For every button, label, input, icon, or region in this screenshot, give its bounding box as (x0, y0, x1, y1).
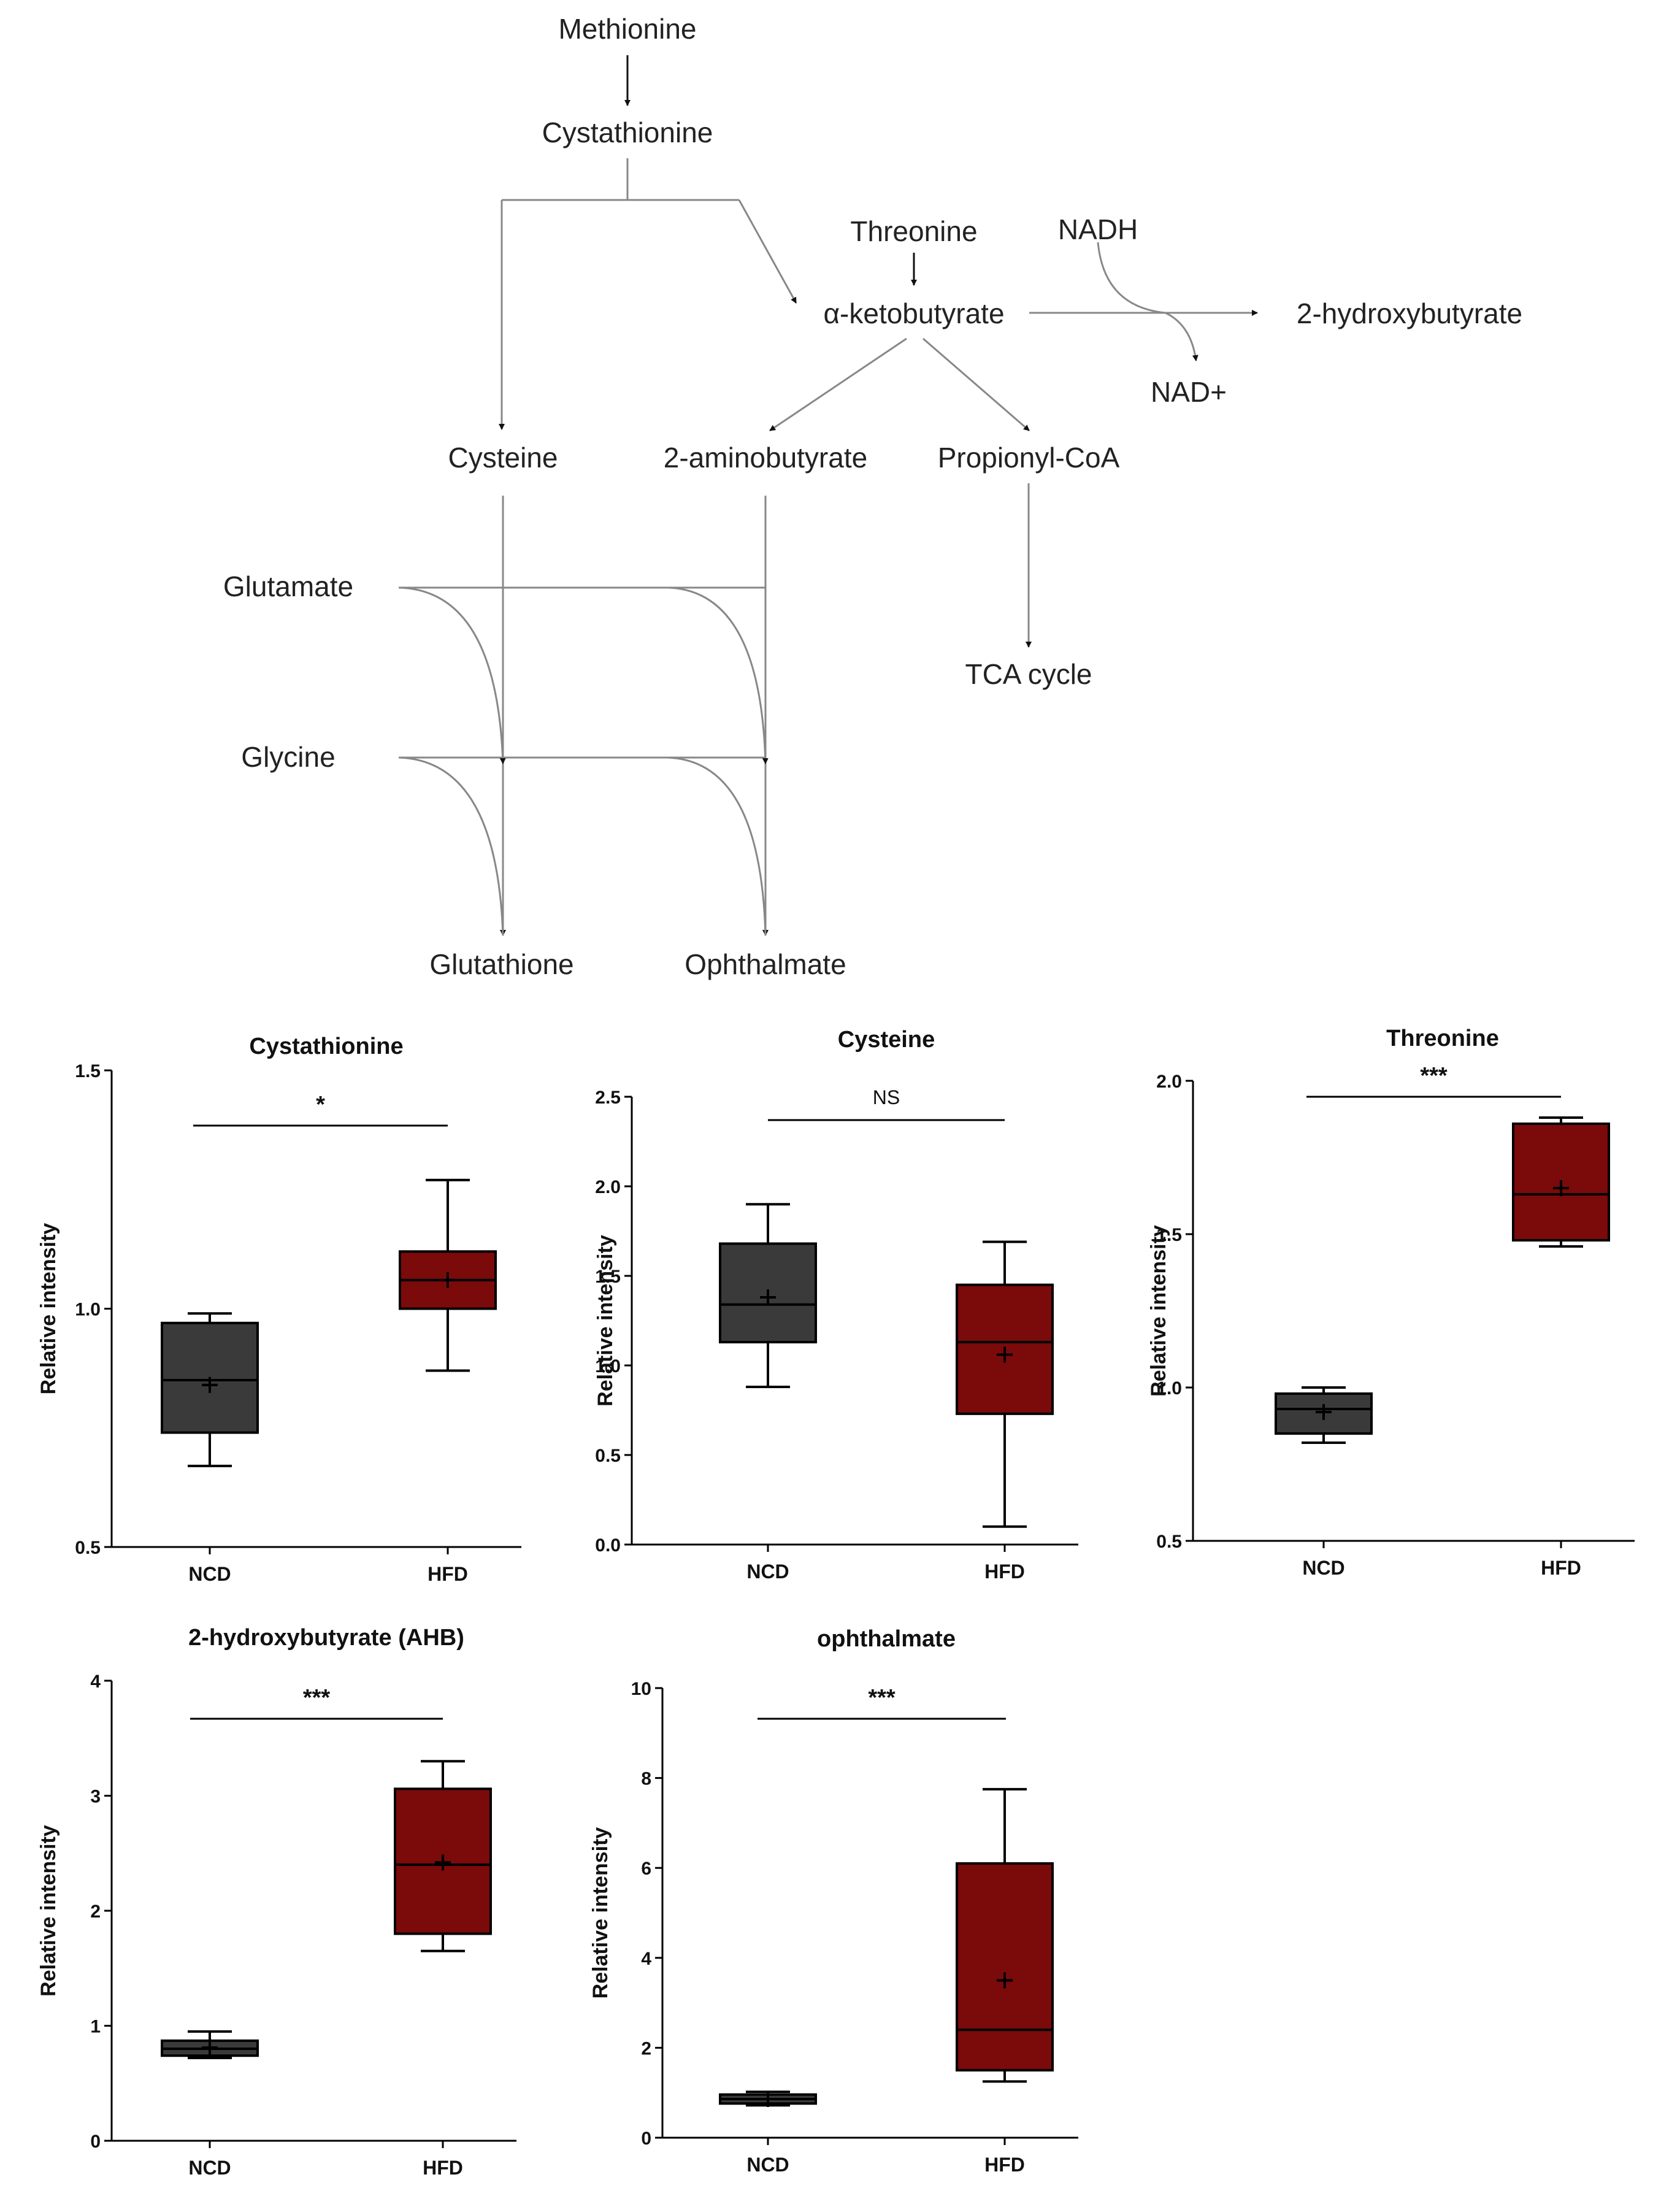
y-axis-label: Relative intensity (1147, 1225, 1170, 1397)
category-label: HFD (423, 2157, 463, 2179)
glutamate-label: Glutamate (223, 570, 353, 602)
hfd-box (956, 1787, 1054, 2083)
category-label: NCD (1302, 1557, 1344, 1579)
ncd-box (161, 2030, 259, 2059)
chart-title: Cystathionine (249, 1034, 403, 1059)
iqr-box (394, 1787, 492, 1935)
y-tick-label: 1.5 (75, 1061, 101, 1081)
threonine-label: Threonine (850, 215, 977, 247)
category-label: HFD (428, 1563, 468, 1585)
category-label: NCD (188, 1563, 231, 1585)
boxplot-panel: 2-hydroxybutyrate (AHB) 0 1 2 3 4 Relative int… (37, 1625, 516, 2179)
hfd-box (394, 1760, 492, 1952)
nadh-label: NADH (1058, 213, 1138, 245)
y-tick-label: 4 (641, 1949, 651, 1969)
y-tick-label: 8 (641, 1769, 651, 1789)
ophthalmate-label: Ophthalmate (685, 948, 846, 980)
ncd-box (719, 2090, 817, 2107)
aminobutyrate-label: 2-aminobutyrate (664, 442, 867, 474)
hfd-box (1512, 1116, 1610, 1248)
significance-label: *** (868, 1685, 896, 1711)
y-tick-label: 6 (641, 1859, 651, 1879)
y-tick-label: 1.0 (595, 1356, 621, 1376)
category-label: HFD (1541, 1557, 1581, 1579)
iqr-box (956, 1862, 1054, 2072)
hydroxybutyrate-label: 2-hydroxybutyrate (1297, 297, 1522, 329)
boxplot-panel: Cystathionine 0.5 1.0 1.5 Relative intensity… (37, 1034, 521, 1585)
y-tick-label: 2.5 (595, 1088, 621, 1108)
y-tick-label: 4 (90, 1672, 101, 1692)
nad-label: NAD+ (1151, 376, 1227, 408)
methionine-label: Methionine (558, 13, 696, 45)
chart-title: ophthalmate (817, 1626, 956, 1652)
y-tick-label: 1.0 (75, 1300, 101, 1320)
pathway-diagram: Methionine Cystathionine Threonine NADH … (223, 13, 1522, 980)
cysteine-label: Cysteine (448, 442, 558, 474)
ketobutyrate-label: α-ketobutyrate (823, 297, 1004, 329)
significance-label: *** (1420, 1063, 1448, 1089)
chart-title: 2-hydroxybutyrate (AHB) (188, 1625, 464, 1651)
category-label: NCD (746, 1560, 789, 1583)
pathway-connectors (398, 55, 1258, 936)
boxplot-panel: ophthalmate 0 2 4 6 8 10 Relative intensity NCD H… (589, 1626, 1078, 2176)
y-tick-label: 0.5 (1156, 1532, 1182, 1552)
y-tick-label: 0.0 (595, 1535, 621, 1556)
y-tick-label: 0 (641, 2129, 651, 2149)
hfd-box (956, 1240, 1054, 1528)
y-tick-label: 1.5 (595, 1267, 621, 1287)
y-axis-label: Relative intensity (37, 1825, 60, 1997)
y-tick-label: 2 (90, 1902, 101, 1922)
y-tick-label: 2 (641, 2038, 651, 2059)
y-tick-label: 2.0 (595, 1177, 621, 1197)
chart-title: Threonine (1386, 1026, 1499, 1051)
boxplot-panel: Threonine 0.5 1.0 1.5 2.0 Relative intensity N… (1147, 1026, 1635, 1579)
boxplot-panel: Cysteine 0.0 0.5 1.0 1.5 2.0 2.5 Relative inten… (594, 1027, 1078, 1583)
ncd-box (719, 1203, 817, 1389)
significance-label: * (316, 1092, 325, 1118)
tca-cycle-label: TCA cycle (965, 658, 1092, 690)
y-tick-label: 3 (90, 1787, 101, 1807)
hfd-box (399, 1178, 497, 1372)
chart-title: Cysteine (838, 1027, 935, 1053)
y-tick-label: 2.0 (1156, 1072, 1182, 1092)
cystathionine-label: Cystathionine (542, 117, 713, 148)
y-tick-label: 10 (631, 1679, 651, 1699)
y-tick-label: 0.5 (75, 1538, 101, 1558)
y-tick-label: 1.5 (1156, 1225, 1182, 1245)
y-axis-label: Relative intensity (589, 1827, 612, 1999)
glutathione-label: Glutathione (429, 948, 573, 980)
category-label: NCD (746, 2154, 789, 2176)
y-tick-label: 1 (90, 2017, 101, 2037)
y-axis-label: Relative intensity (594, 1235, 617, 1407)
y-tick-label: 0.5 (595, 1446, 621, 1466)
y-tick-label: 1.0 (1156, 1378, 1182, 1399)
category-label: HFD (984, 1560, 1025, 1583)
category-label: NCD (188, 2157, 231, 2179)
y-tick-label: 0 (90, 2132, 101, 2152)
ncd-box (161, 1312, 259, 1467)
propionyl-coa-label: Propionyl-CoA (938, 442, 1120, 474)
category-label: HFD (984, 2154, 1025, 2176)
glycine-label: Glycine (241, 741, 335, 773)
significance-label: *** (303, 1685, 331, 1711)
y-axis-label: Relative intensity (37, 1223, 60, 1395)
significance-label: NS (873, 1086, 900, 1108)
ncd-box (1275, 1386, 1373, 1444)
